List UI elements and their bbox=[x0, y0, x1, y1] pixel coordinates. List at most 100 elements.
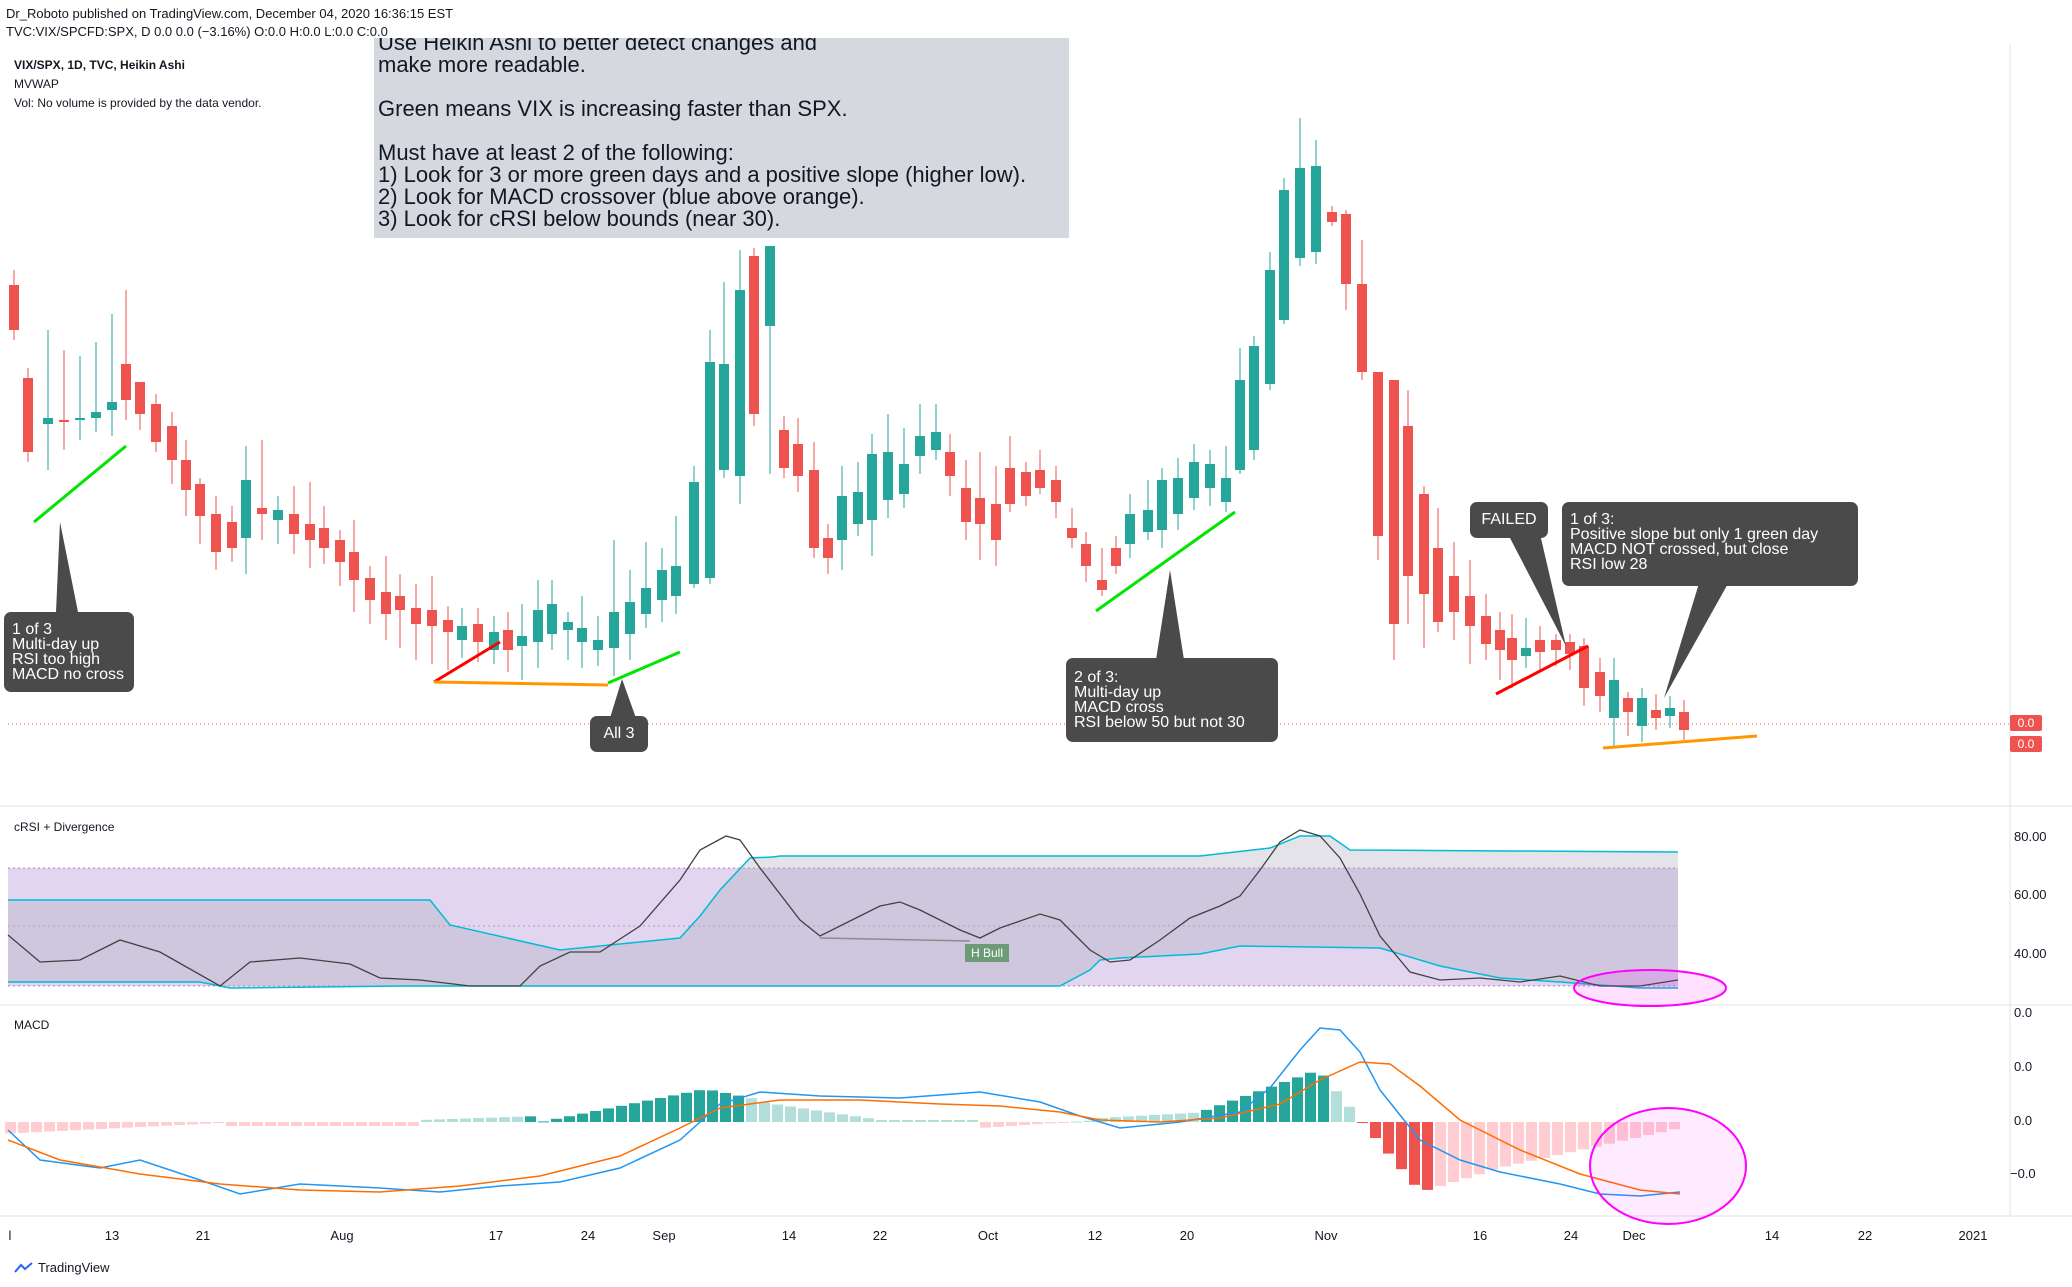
candle bbox=[319, 506, 329, 564]
crsi-pane: H Bull bbox=[7, 829, 1727, 1007]
histogram-bar bbox=[31, 1122, 42, 1133]
histogram-bar bbox=[343, 1122, 354, 1126]
mvwap-legend[interactable]: MVWAP bbox=[14, 77, 59, 91]
histogram-bar bbox=[1422, 1122, 1433, 1190]
trend-line-red[interactable] bbox=[433, 640, 501, 684]
histogram-bar bbox=[1162, 1114, 1173, 1122]
candle bbox=[273, 496, 283, 544]
trend-lines[interactable] bbox=[33, 444, 1758, 750]
histogram-bar bbox=[1058, 1122, 1069, 1123]
time-scale[interactable]: l 13 21 Aug 17 24 Sep 14 22 Oct 12 20 No… bbox=[9, 1228, 1988, 1243]
histogram-bar bbox=[1136, 1115, 1147, 1122]
histogram-bar bbox=[1643, 1122, 1654, 1136]
histogram-bar bbox=[1019, 1122, 1030, 1126]
histogram-bar bbox=[1331, 1091, 1342, 1122]
histogram-bar bbox=[980, 1122, 991, 1128]
candle bbox=[609, 540, 619, 676]
histogram-bar bbox=[564, 1116, 575, 1122]
highlight-ellipse[interactable] bbox=[1573, 969, 1727, 1007]
histogram-bar bbox=[5, 1122, 16, 1134]
trend-line-green[interactable] bbox=[607, 650, 681, 685]
candle bbox=[241, 446, 251, 574]
candle bbox=[915, 404, 925, 474]
callout-pointers bbox=[56, 522, 1730, 718]
histogram-bar bbox=[369, 1122, 380, 1126]
candle bbox=[1235, 348, 1245, 474]
candle bbox=[593, 616, 603, 666]
note-line: 1) Look for 3 or more green days and a p… bbox=[378, 162, 1027, 187]
histogram-bar bbox=[1123, 1116, 1134, 1122]
macd-tick-label: 0.0 bbox=[2014, 1059, 2032, 1074]
macd-pane-title[interactable]: MACD bbox=[14, 1018, 50, 1032]
candle bbox=[867, 434, 877, 556]
histogram-bar bbox=[1240, 1095, 1251, 1122]
candle bbox=[765, 246, 775, 474]
histogram-bar bbox=[824, 1112, 835, 1122]
highlight-ellipse[interactable] bbox=[1589, 1107, 1747, 1225]
histogram-bar bbox=[252, 1122, 263, 1126]
price-scale[interactable]: 80.00 60.00 40.00 0.0 0.0 0.0 −0.0 bbox=[2010, 829, 2047, 1181]
histogram-bar bbox=[57, 1122, 68, 1131]
histogram-bar bbox=[18, 1122, 29, 1133]
callout-2-of-3[interactable]: 2 of 3: Multi-day up MACD cross RSI belo… bbox=[1066, 658, 1278, 742]
trend-line-red[interactable] bbox=[1495, 644, 1589, 696]
candle bbox=[1449, 542, 1459, 640]
histogram-bar bbox=[707, 1090, 718, 1122]
candle bbox=[793, 418, 803, 492]
histogram-bar bbox=[1513, 1122, 1524, 1164]
trend-line-green[interactable] bbox=[1095, 510, 1236, 613]
note-line: Use Heikin Ashi to better detect changes… bbox=[378, 38, 818, 55]
candle bbox=[1005, 436, 1015, 512]
candle bbox=[1051, 466, 1061, 518]
candle bbox=[121, 290, 131, 420]
trend-line-orange[interactable] bbox=[433, 680, 609, 687]
callout-failed[interactable]: FAILED bbox=[1470, 502, 1548, 538]
candle bbox=[1481, 594, 1491, 660]
histogram-bar bbox=[291, 1122, 302, 1126]
histogram-bar bbox=[1669, 1122, 1680, 1130]
candle bbox=[547, 580, 557, 650]
histogram-bar bbox=[1578, 1122, 1589, 1150]
macd-histogram bbox=[5, 1072, 1680, 1190]
candle bbox=[211, 496, 221, 570]
candle bbox=[883, 414, 893, 518]
histogram-bar bbox=[941, 1120, 952, 1122]
crsi-line bbox=[7, 829, 1679, 987]
histogram-bar bbox=[577, 1113, 588, 1122]
crsi-pane-title[interactable]: cRSI + Divergence bbox=[14, 820, 115, 834]
candle bbox=[837, 466, 847, 570]
histogram-bar bbox=[1214, 1105, 1225, 1122]
trend-line-green[interactable] bbox=[33, 444, 127, 524]
candle bbox=[1173, 458, 1183, 530]
candle bbox=[1373, 372, 1383, 560]
time-label: 24 bbox=[1564, 1228, 1578, 1243]
callout-1-of-3-latest[interactable]: 1 of 3: Positive slope but only 1 green … bbox=[1562, 502, 1858, 586]
candle bbox=[1021, 462, 1031, 506]
histogram-bar bbox=[1617, 1122, 1628, 1141]
callout-line: RSI low 28 bbox=[1570, 556, 1648, 573]
callout-1-of-3[interactable]: 1 of 3 Multi-day up RSI too high MACD no… bbox=[4, 612, 134, 692]
main-pane-title[interactable]: VIX/SPX, 1D, TVC, Heikin Ashi bbox=[14, 58, 185, 72]
histogram-bar bbox=[525, 1116, 536, 1122]
histogram-bar bbox=[1149, 1115, 1160, 1122]
callout-all-3[interactable]: All 3 bbox=[590, 716, 648, 752]
time-label: 12 bbox=[1088, 1228, 1102, 1243]
histogram-bar bbox=[863, 1118, 874, 1122]
last-price-tag: 0.0 bbox=[2010, 715, 2042, 731]
histogram-bar bbox=[733, 1095, 744, 1122]
histogram-bar bbox=[499, 1117, 510, 1122]
candle bbox=[227, 506, 237, 562]
histogram-bar bbox=[1630, 1122, 1641, 1138]
trend-line-orange[interactable] bbox=[1602, 734, 1758, 750]
candle bbox=[1465, 560, 1475, 664]
time-label: 22 bbox=[873, 1228, 887, 1243]
strategy-note[interactable]: Use Heikin Ashi to better detect changes… bbox=[374, 38, 1069, 238]
candle bbox=[1595, 658, 1605, 712]
tradingview-logo[interactable]: TradingView bbox=[14, 1260, 110, 1275]
callout-line: RSI too high bbox=[12, 651, 101, 668]
candle bbox=[1665, 696, 1675, 728]
candle bbox=[1189, 444, 1199, 510]
histogram-bar bbox=[161, 1122, 172, 1126]
candle bbox=[23, 368, 33, 462]
